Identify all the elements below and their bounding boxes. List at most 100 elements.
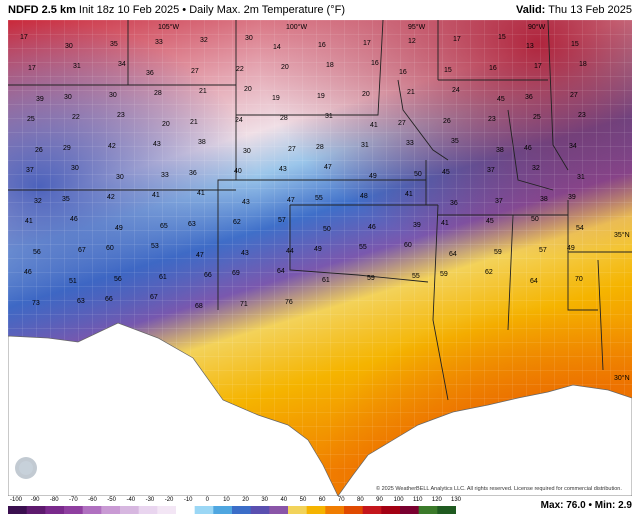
colorbar-tick: -10 (183, 497, 193, 503)
station-value: 68 (195, 303, 203, 310)
station-value: 45 (497, 96, 505, 103)
station-value: 30 (116, 174, 124, 181)
colorbar-segment (325, 506, 345, 514)
station-value: 13 (526, 43, 534, 50)
station-value: 28 (316, 144, 324, 151)
colorbar-tick: 100 (393, 497, 404, 503)
station-value: 19 (317, 93, 325, 100)
station-value: 36 (189, 170, 197, 177)
colorbar-tick: -60 (88, 497, 97, 503)
colorbar-tick: 70 (337, 497, 345, 503)
colorbar-segment (64, 506, 84, 514)
parallel-30: 30°N (614, 374, 630, 382)
station-value: 45 (486, 218, 494, 225)
colorbar-tick: -40 (126, 497, 136, 503)
station-value: 46 (524, 145, 532, 152)
station-value: 15 (444, 67, 452, 74)
station-value: 23 (117, 112, 125, 119)
station-value: 39 (568, 194, 576, 201)
station-value: 49 (115, 225, 123, 232)
station-value: 19 (272, 95, 280, 102)
station-value: 48 (360, 193, 368, 200)
station-value: 15 (571, 41, 579, 48)
station-value: 43 (153, 141, 161, 148)
colorbar-tick: 130 (450, 497, 462, 503)
station-value: 46 (24, 269, 32, 276)
station-value: 47 (287, 197, 295, 204)
colorbar-tick: 50 (299, 497, 307, 503)
station-value: 32 (200, 37, 208, 44)
station-value: 51 (69, 278, 77, 285)
station-value: 14 (273, 44, 281, 51)
max-min-readout: Max: 76.0 • Min: 2.9 (541, 500, 632, 511)
logo-icon (15, 457, 37, 479)
station-value: 41 (405, 191, 413, 198)
station-value: 29 (63, 145, 71, 152)
station-value: 43 (242, 199, 250, 206)
station-value: 53 (151, 243, 159, 250)
copyright-notice: © 2025 WeatherBELL Analytics LLC. All ri… (376, 486, 622, 492)
station-value: 36 (450, 200, 458, 207)
station-value: 24 (235, 117, 243, 124)
station-value: 46 (368, 224, 376, 231)
colorbar-tick: 60 (318, 497, 326, 503)
station-value: 26 (35, 147, 43, 154)
colorbar-segment (213, 506, 233, 514)
colorbar-segment (288, 506, 308, 514)
parallel-35: 35°N (614, 231, 630, 239)
gulf-of-mexico (337, 384, 632, 496)
station-value: 62 (233, 219, 241, 226)
station-value: 16 (371, 60, 379, 67)
model-name: NDFD 2.5 km (8, 4, 76, 16)
station-value: 47 (196, 252, 204, 259)
colorbar-segment (101, 506, 121, 514)
station-value: 18 (579, 61, 587, 68)
station-value: 22 (72, 114, 80, 121)
colorbar-segment (138, 506, 158, 514)
station-value: 17 (363, 40, 371, 47)
station-value: 64 (277, 268, 285, 275)
station-value: 15 (498, 34, 506, 41)
station-value: 20 (244, 86, 252, 93)
temperature-colorbar (8, 506, 456, 514)
min-value: Min: 2.9 (594, 500, 632, 511)
station-value: 43 (241, 250, 249, 257)
station-value: 23 (488, 116, 496, 123)
station-value: 63 (188, 221, 196, 228)
station-value: 57 (539, 247, 547, 254)
station-value: 30 (243, 148, 251, 155)
station-value: 61 (159, 274, 167, 281)
valid-time: Valid: Thu 13 Feb 2025 (516, 4, 632, 16)
station-values: 17 30 35 33 32 30 14 16 17 12 17 15 13 15 17 31 34 36 27 22… (20, 34, 587, 310)
station-value: 42 (107, 194, 115, 201)
station-value: 34 (569, 143, 577, 150)
station-value: 49 (314, 246, 322, 253)
colorbar-tick: 120 (431, 497, 442, 503)
station-value: 30 (245, 35, 253, 42)
station-value: 59 (367, 275, 375, 282)
station-value: 34 (118, 61, 126, 68)
station-value: 36 (146, 70, 154, 77)
station-value: 27 (570, 92, 578, 99)
station-value: 24 (452, 87, 460, 94)
maxmin-separator: • (588, 500, 595, 511)
colorbar-tick: 40 (280, 497, 288, 503)
station-value: 49 (369, 173, 377, 180)
product-name: Daily Max. 2m Temperature (°F) (189, 4, 345, 16)
station-value: 38 (496, 147, 504, 154)
station-value: 17 (453, 36, 461, 43)
colorbar-segment (381, 506, 401, 514)
station-value: 69 (232, 270, 240, 277)
station-value: 66 (204, 272, 212, 279)
station-value: 71 (240, 301, 248, 308)
station-value: 17 (20, 34, 28, 41)
station-value: 43 (279, 166, 287, 173)
valid-date: Thu 13 Feb 2025 (548, 4, 632, 16)
station-value: 27 (398, 120, 406, 127)
station-value: 31 (325, 113, 333, 120)
station-value: 60 (404, 242, 412, 249)
station-value: 21 (407, 89, 415, 96)
station-value: 64 (449, 251, 457, 258)
station-value: 44 (286, 248, 294, 255)
temperature-map: 105°W 100°W 95°W 90°W 35°N 30°N 17 30 35 33… (8, 20, 632, 496)
